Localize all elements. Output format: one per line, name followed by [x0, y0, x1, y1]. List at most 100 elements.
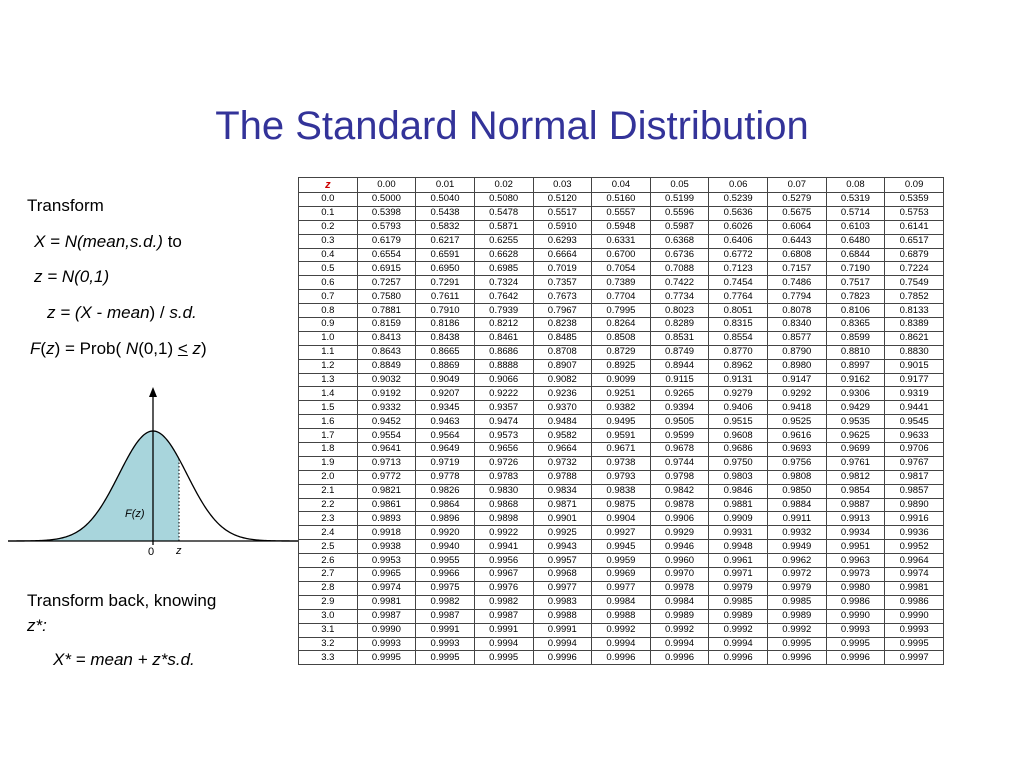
table-cell: 0.8962 [708, 358, 768, 374]
table-cell: 0.9625 [825, 428, 886, 444]
table-cell: 0.9988 [591, 608, 651, 624]
left-panel: Transform X = N(mean,s.d.) to z = N(0,1)… [0, 0, 300, 768]
table-cell: 0.8686 [473, 344, 534, 360]
fz-j: ) [201, 339, 207, 358]
table-cell: 0.9976 [473, 580, 534, 596]
table-cell: 0.8708 [532, 344, 593, 360]
table-cell: 0.7357 [532, 275, 593, 291]
table-cell: 0.9991 [532, 622, 593, 638]
table-cell: 0.9987 [473, 608, 534, 624]
fz-g: < [177, 339, 188, 358]
table-cell: 0.9996 [708, 650, 768, 666]
table-cell: 0.7852 [884, 289, 944, 305]
table-cell: 0.9878 [649, 497, 710, 513]
fz-i: z [192, 339, 202, 358]
table-cell: 0.9992 [708, 622, 768, 638]
fz-d: ) = Prob( [54, 339, 126, 358]
table-cell: 0.5714 [825, 205, 886, 221]
table-cell: 0.6808 [767, 247, 827, 263]
table-cell: 0.8830 [884, 344, 944, 360]
table-cell: 0.9996 [532, 650, 593, 666]
fz-formula: F(z) = Prob( N(0,1) < z) [30, 339, 207, 359]
table-cell: 0.9981 [884, 580, 944, 596]
z-formula: z = (X - mean) / s.d. [47, 303, 197, 323]
column-header: 0.07 [767, 177, 827, 193]
table-cell: 0.5478 [473, 205, 534, 221]
table-cell: 0.8577 [767, 330, 827, 346]
table-cell: 0.9934 [825, 525, 886, 541]
table-cell: 0.9049 [415, 372, 475, 388]
table-cell: 0.9979 [767, 580, 827, 596]
table-cell: 0.5000 [356, 192, 417, 207]
table-row: 1.0 0.8413 0.8438 0.8461 0.8485 0.8508 0.8531 0… [298, 330, 944, 346]
table-cell: 0.9936 [884, 525, 944, 541]
table-cell: 0.9994 [591, 636, 651, 652]
z-star-text: z*: [27, 616, 47, 635]
table-cell: 0.9535 [825, 414, 886, 430]
table-cell: 0.9973 [825, 567, 886, 582]
fz-c: z [46, 339, 55, 358]
table-cell: 0.9987 [356, 608, 417, 624]
table-cell: 0.9868 [473, 497, 534, 513]
normal-curve-diagram: F(z) 0 z [8, 387, 298, 558]
table-cell: 0.9974 [884, 567, 944, 582]
table-cell: 0.9961 [708, 553, 768, 569]
table-cell: 0.9015 [884, 358, 944, 374]
fz-b: ( [40, 339, 47, 358]
table-cell: 0.9893 [356, 511, 417, 527]
table-cell: 0.9995 [473, 650, 534, 666]
table-cell: 0.9941 [473, 539, 534, 555]
arrow-up-icon [149, 387, 157, 397]
row-z-value: 1.1 [298, 344, 358, 360]
table-row: 2.9 0.9981 0.9982 0.9982 0.9983 0.9984 0.9984 0… [298, 594, 944, 610]
table-cell: 0.6844 [825, 247, 886, 263]
table-cell: 0.9306 [825, 386, 886, 402]
table-cell: 0.9545 [884, 414, 944, 430]
table-cell: 0.8944 [649, 358, 710, 374]
table-cell: 0.7673 [532, 289, 593, 305]
table-cell: 0.9854 [825, 483, 886, 499]
table-cell: 0.9505 [649, 414, 710, 430]
table-cell: 0.9357 [473, 400, 534, 416]
table-cell: 0.5832 [415, 219, 475, 235]
table-cell: 0.6950 [415, 261, 475, 277]
table-cell: 0.9177 [884, 372, 944, 388]
table-cell: 0.5279 [767, 192, 827, 207]
table-cell: 0.8023 [649, 303, 710, 319]
table-cell: 0.8888 [473, 358, 534, 374]
table-cell: 0.9988 [532, 608, 593, 624]
table-cell: 0.9996 [649, 650, 710, 666]
table-cell: 0.9761 [825, 455, 886, 471]
fz-f: (0,1) [138, 339, 178, 358]
table-row: 2.7 0.9965 0.9966 0.9967 0.9968 0.9969 0.9970 0… [298, 567, 944, 582]
z-formula-b: X [80, 303, 92, 322]
table-cell: 0.9925 [532, 525, 593, 541]
table-cell: 0.5987 [649, 219, 710, 235]
table-cell: 0.6443 [767, 233, 827, 249]
table-cell: 0.9918 [356, 525, 417, 541]
table-cell: 0.8997 [825, 358, 886, 374]
table-cell: 0.9279 [708, 386, 768, 402]
table-cell: 0.9890 [884, 497, 944, 513]
table-cell: 0.9599 [649, 428, 710, 444]
table-cell: 0.6985 [473, 261, 534, 277]
table-cell: 0.9370 [532, 400, 593, 416]
z-formula-c: - [91, 303, 107, 322]
z-equation: z = N(0,1) [34, 267, 110, 286]
table-cell: 0.6700 [591, 247, 651, 263]
row-z-value: 2.5 [298, 539, 358, 555]
table-cell: 0.6736 [649, 247, 710, 263]
column-header: 0.06 [708, 177, 768, 193]
table-cell: 0.9982 [415, 594, 475, 610]
table-cell: 0.9846 [708, 483, 768, 499]
table-row: 1.6 0.9452 0.9463 0.9474 0.9484 0.9495 0.9505 0… [298, 414, 944, 430]
table-cell: 0.9641 [356, 442, 417, 457]
row-z-value: 0.3 [298, 233, 358, 249]
row-z-value: 0.4 [298, 247, 358, 263]
table-cell: 0.6293 [532, 233, 593, 249]
table-cell: 0.9842 [649, 483, 710, 499]
table-cell: 0.9987 [415, 608, 475, 624]
table-cell: 0.9554 [356, 428, 417, 444]
table-row: 2.4 0.9918 0.9920 0.9922 0.9925 0.9927 0.9929 0… [298, 525, 944, 541]
row-z-value: 2.7 [298, 567, 358, 582]
